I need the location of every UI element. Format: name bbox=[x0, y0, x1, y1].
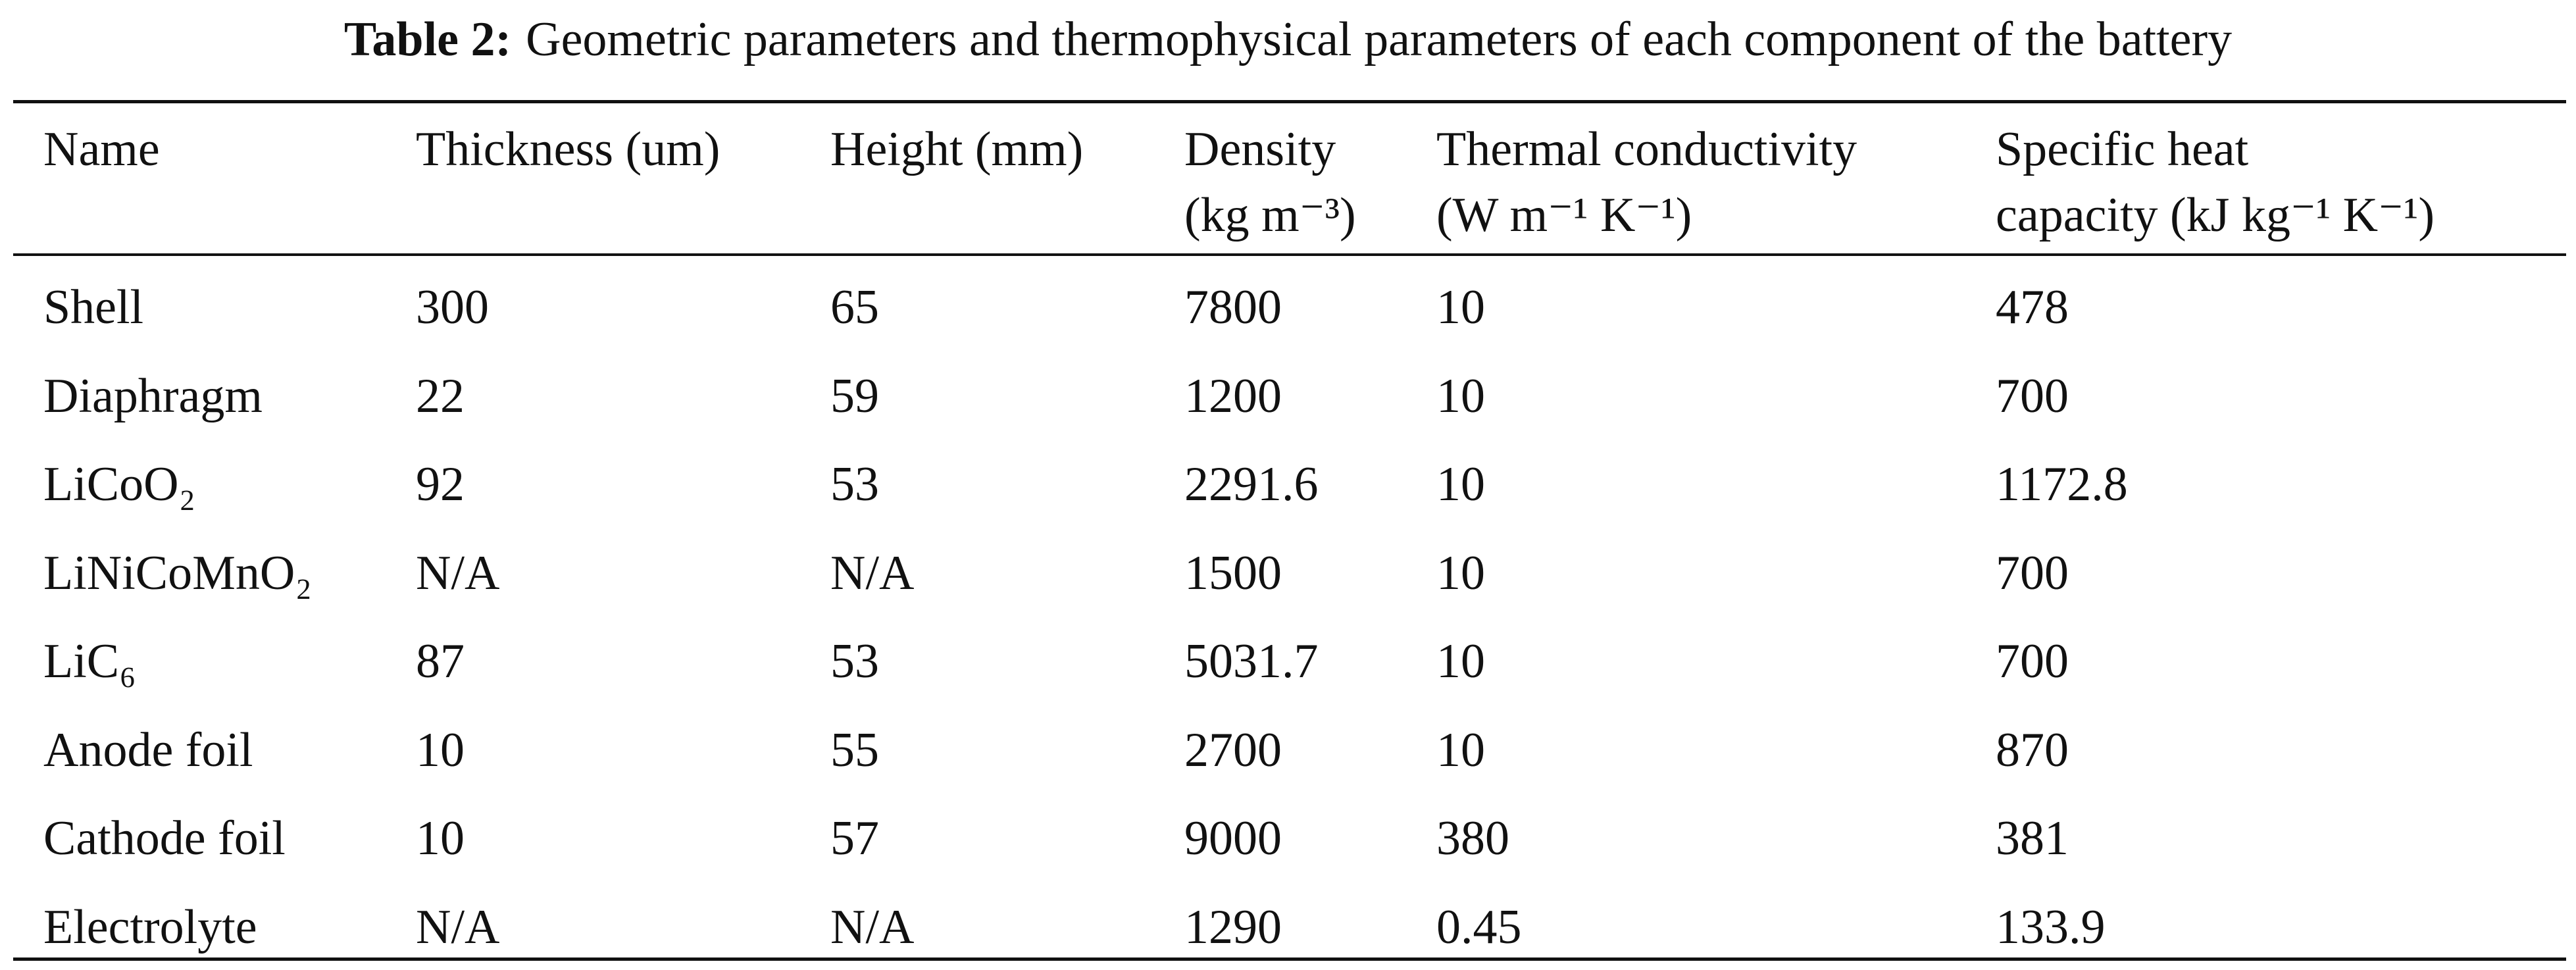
table-cell: 53 bbox=[830, 457, 879, 511]
table-cell: 700 bbox=[1996, 369, 2069, 423]
table-cell: 10 bbox=[1436, 280, 1485, 334]
header-cell: (W m⁻¹ K⁻¹) bbox=[1436, 188, 1692, 242]
table-cell: 53 bbox=[830, 634, 879, 688]
table-cell: 380 bbox=[1436, 811, 1509, 865]
table-cell: 92 bbox=[416, 457, 465, 511]
table-cell: 55 bbox=[830, 723, 879, 777]
table-cell: 57 bbox=[830, 811, 879, 865]
table-cell: 2291.6 bbox=[1184, 457, 1319, 511]
table-cell: 10 bbox=[1436, 723, 1485, 777]
table-cell: 7800 bbox=[1184, 280, 1282, 334]
header-cell: (kg m⁻³) bbox=[1184, 188, 1356, 242]
table-cell: 300 bbox=[416, 280, 489, 334]
table-cell: 1172.8 bbox=[1996, 457, 2128, 511]
header-rule bbox=[13, 253, 2566, 256]
table-cell: 87 bbox=[416, 634, 465, 688]
row-name: Anode foil bbox=[43, 723, 253, 777]
row-name: Diaphragm bbox=[43, 369, 263, 423]
table-cell: 10 bbox=[1436, 546, 1485, 600]
row-name: Electrolyte bbox=[43, 900, 257, 954]
row-name: LiNiCoMnO₂ bbox=[43, 546, 313, 600]
table-cell: 478 bbox=[1996, 280, 2069, 334]
row-name: LiCoO₂ bbox=[43, 457, 196, 511]
table-cell: N/A bbox=[830, 900, 915, 954]
table-cell: 1290 bbox=[1184, 900, 1282, 954]
table-cell: 22 bbox=[416, 369, 465, 423]
bottom-rule bbox=[13, 957, 2566, 961]
table-cell: 1200 bbox=[1184, 369, 1282, 423]
table-cell: 59 bbox=[830, 369, 879, 423]
table-cell: 1500 bbox=[1184, 546, 1282, 600]
table-cell: 10 bbox=[416, 811, 465, 865]
table-cell: 700 bbox=[1996, 546, 2069, 600]
top-rule bbox=[13, 100, 2566, 103]
table-cell: 10 bbox=[1436, 634, 1485, 688]
table-cell: 9000 bbox=[1184, 811, 1282, 865]
table-cell: 10 bbox=[1436, 369, 1485, 423]
table-cell: 10 bbox=[1436, 457, 1485, 511]
header-cell: Name bbox=[43, 122, 160, 176]
table-cell: 5031.7 bbox=[1184, 634, 1319, 688]
table-cell: 133.9 bbox=[1996, 900, 2106, 954]
header-cell: Thickness (um) bbox=[416, 122, 720, 176]
header-cell: capacity (kJ kg⁻¹ K⁻¹) bbox=[1996, 188, 2435, 242]
table-cell: 0.45 bbox=[1436, 900, 1522, 954]
table-cell: N/A bbox=[416, 900, 500, 954]
table-label: Table 2: bbox=[343, 13, 512, 66]
table-cell: 700 bbox=[1996, 634, 2069, 688]
row-name: LiC₆ bbox=[43, 634, 136, 688]
row-name: Cathode foil bbox=[43, 811, 286, 865]
header-cell: Thermal conductivity bbox=[1436, 122, 1857, 176]
header-cell: Density bbox=[1184, 122, 1336, 176]
table-cell: 65 bbox=[830, 280, 879, 334]
row-name: Shell bbox=[43, 280, 144, 334]
header-cell: Height (mm) bbox=[830, 122, 1084, 176]
table-cell: 10 bbox=[416, 723, 465, 777]
table-cell: 381 bbox=[1996, 811, 2069, 865]
table-cell: N/A bbox=[830, 546, 915, 600]
table-caption: Table 2: Geometric parameters and thermop… bbox=[0, 12, 2576, 68]
table-title: Geometric parameters and thermophysical … bbox=[526, 13, 2233, 66]
table-cell: 2700 bbox=[1184, 723, 1282, 777]
table-cell: N/A bbox=[416, 546, 500, 600]
table-cell: 870 bbox=[1996, 723, 2069, 777]
header-cell: Specific heat bbox=[1996, 122, 2249, 176]
